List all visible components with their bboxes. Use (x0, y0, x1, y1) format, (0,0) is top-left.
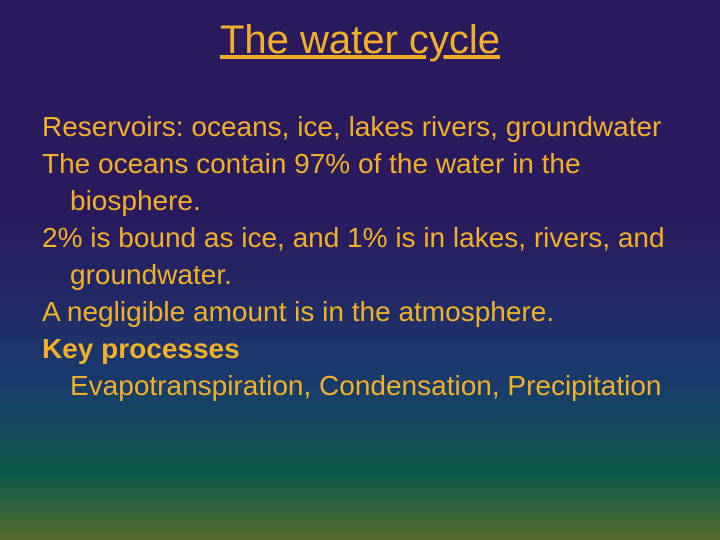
atmosphere-line: A negligible amount is in the atmosphere… (42, 294, 678, 331)
oceans-text-b: biosphere. (70, 185, 201, 216)
ice-line: 2% is bound as ice, and 1% is in lakes, … (42, 220, 678, 294)
reservoirs-line: Reservoirs: oceans, ice, lakes rivers, g… (42, 109, 678, 146)
ice-text-b: groundwater. (70, 259, 232, 290)
reservoirs-text: Reservoirs: oceans, ice, lakes rivers, g… (42, 111, 661, 142)
slide-body: Reservoirs: oceans, ice, lakes rivers, g… (42, 109, 678, 405)
oceans-text-a: The oceans contain 97% of the water in t… (42, 148, 581, 179)
key-processes-items-text: Evapotranspiration, Condensation, Precip… (70, 370, 661, 401)
key-processes-items: Evapotranspiration, Condensation, Precip… (42, 368, 678, 405)
key-processes-label: Key processes (42, 331, 678, 368)
oceans-line: The oceans contain 97% of the water in t… (42, 146, 678, 220)
key-processes-text: Key processes (42, 333, 240, 364)
slide-title: The water cycle (42, 18, 678, 63)
ice-text-a: 2% is bound as ice, and 1% is in lakes, … (42, 222, 665, 253)
atmosphere-text: A negligible amount is in the atmosphere… (42, 296, 554, 327)
slide: The water cycle Reservoirs: oceans, ice,… (0, 0, 720, 540)
